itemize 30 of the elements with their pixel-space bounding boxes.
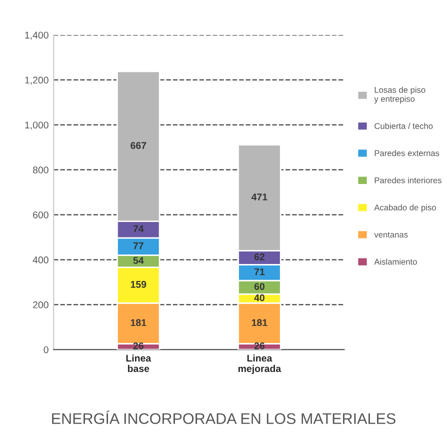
legend-label: Losas de piso y entrepiso — [374, 86, 426, 104]
legend-label: Cubierta / techo — [374, 122, 433, 129]
data-label: 181 — [252, 319, 268, 326]
data-label: 77 — [133, 242, 144, 250]
data-label: 74 — [133, 225, 144, 232]
text: ENERGÍA INCORPORADA EN LOS MATERIALES — [52, 410, 396, 424]
y-tick-label: 1,400 — [25, 32, 48, 40]
data-label: 60 — [254, 283, 264, 290]
x-tick-label: Linea mejorada — [238, 354, 282, 374]
legend-label: Acabado de piso — [374, 204, 436, 212]
y-tick-label: 800 — [32, 166, 48, 174]
y-tick-label: 1,000 — [25, 122, 48, 130]
x-tick-label: Linea base — [126, 354, 152, 372]
y-tick-label: 0 — [44, 346, 48, 354]
legend-label: Aislamiento — [374, 258, 417, 265]
y-tick-label: 200 — [33, 301, 48, 308]
y-tick-label: 400 — [32, 256, 48, 264]
y-tick-label: 1,200 — [25, 76, 48, 85]
data-label: 667 — [130, 142, 146, 149]
data-label: 471 — [251, 194, 268, 200]
legend-label: Paredes interiores — [374, 177, 442, 184]
data-label: 40 — [254, 294, 264, 302]
data-label: 159 — [130, 280, 146, 288]
legend-label: ventanas — [374, 232, 408, 238]
data-label: 54 — [133, 257, 144, 264]
y-tick-label: 600 — [33, 211, 48, 218]
data-label: 71 — [254, 268, 265, 276]
legend-label: Paredes externas — [374, 150, 440, 156]
data-label: 62 — [254, 253, 264, 260]
data-label: 181 — [130, 319, 146, 326]
